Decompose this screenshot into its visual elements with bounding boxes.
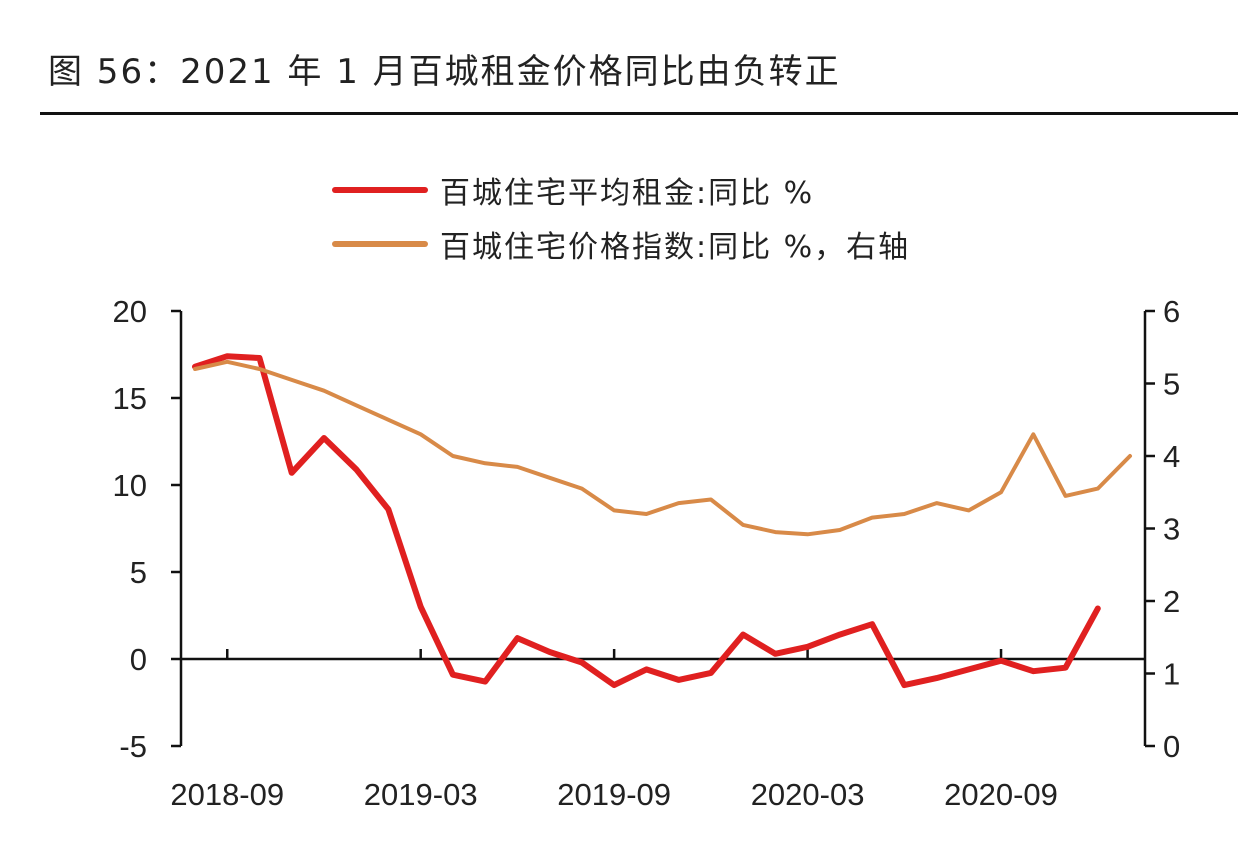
legend-label-price: 百城住宅价格指数:同比 %，右轴: [440, 230, 911, 265]
legend-label-rent: 百城住宅平均租金:同比 %: [440, 176, 815, 211]
right-tick-label: 3: [1163, 512, 1180, 547]
left-tick-label: 15: [113, 381, 147, 416]
left-tick-label: 5: [130, 555, 147, 590]
left-tick-label: 20: [113, 294, 147, 329]
right-tick-label: 4: [1163, 439, 1180, 474]
x-tick-label: 2019-09: [557, 777, 671, 812]
legend-item-rent: 百城住宅平均租金:同比 %: [332, 168, 910, 212]
right-tick-label: 2: [1163, 584, 1180, 619]
legend-swatch-rent: [332, 187, 428, 193]
title-divider: [40, 112, 1238, 115]
chart-series: [192, 353, 1132, 689]
left-tick-label: 0: [130, 642, 147, 677]
right-tick-label: 5: [1163, 367, 1180, 402]
series-line-rent: [192, 353, 1101, 689]
left-tick-label: 10: [113, 468, 147, 503]
right-tick-label: 1: [1163, 657, 1180, 692]
figure-title: 图 56：2021 年 1 月百城租金价格同比由负转正: [48, 52, 841, 92]
chart-axes: [179, 311, 1147, 746]
x-tick-label: 2020-03: [751, 777, 865, 812]
x-tick-label: 2020-09: [944, 777, 1058, 812]
right-tick-label: 6: [1163, 294, 1180, 329]
x-tick-label: 2018-09: [170, 777, 284, 812]
chart-ticks: -5 0 5 10 15 20 0 1 2 3 4 5 6 2018-09 2019-03 2019-09 20…: [113, 294, 1181, 812]
legend-swatch-price: [332, 241, 428, 247]
legend-item-price: 百城住宅价格指数:同比 %，右轴: [332, 222, 910, 266]
chart-legend: 百城住宅平均租金:同比 % 百城住宅价格指数:同比 %，右轴: [332, 168, 910, 276]
series-line-price: [193, 359, 1132, 537]
right-tick-label: 0: [1163, 729, 1180, 764]
left-tick-label: -5: [119, 729, 147, 764]
x-tick-label: 2019-03: [364, 777, 478, 812]
